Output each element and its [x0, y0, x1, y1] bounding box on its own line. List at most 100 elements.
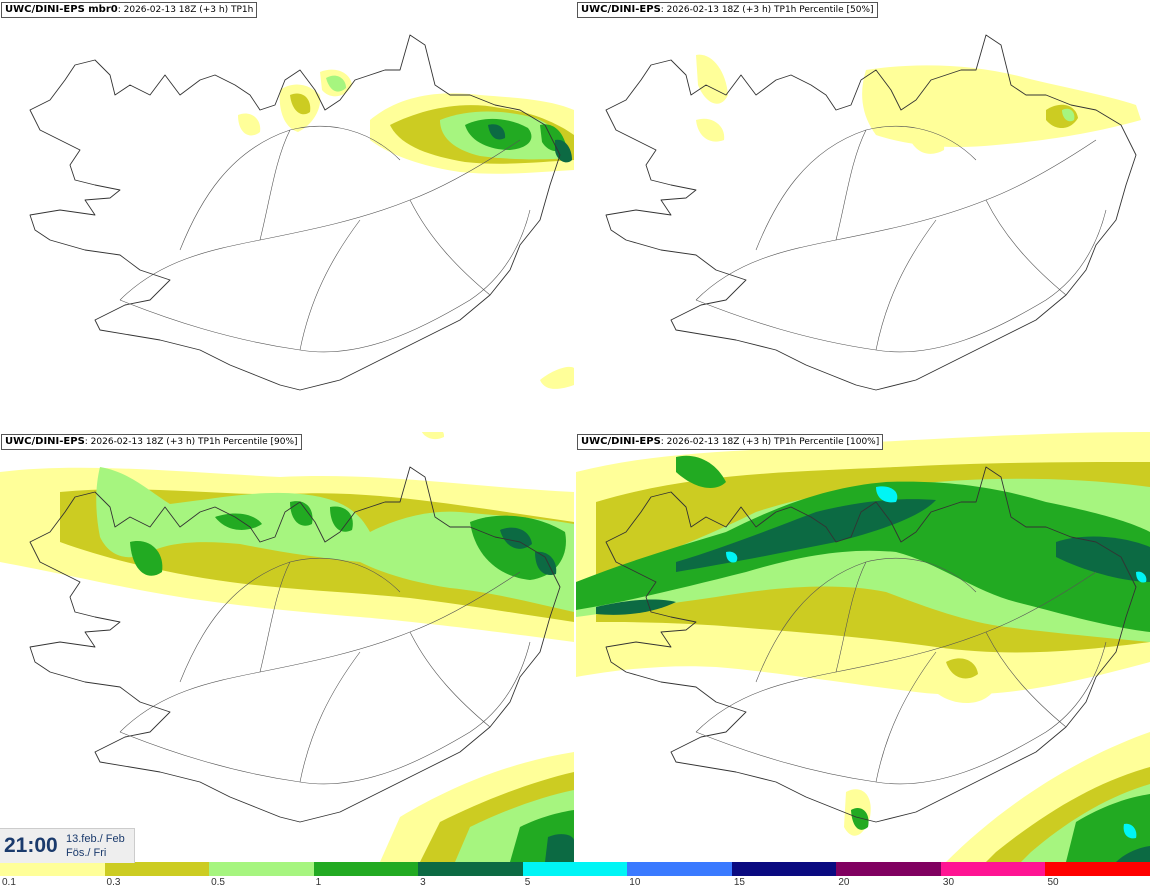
map-panel-p50: UWC/DINI-EPS: 2026-02-13 18Z (+3 h) TP1h… — [576, 0, 1150, 430]
colorbar-tick-label: 0.1 — [2, 877, 16, 888]
precip-area — [1123, 823, 1137, 839]
colorbar-tick-label: 0.5 — [211, 877, 225, 888]
colorbar-tick-label: 3 — [420, 877, 426, 888]
colorbar-tick-label: 5 — [524, 877, 531, 888]
road-line — [299, 651, 361, 783]
colorbar-segment — [627, 862, 732, 876]
precip-area — [936, 668, 996, 704]
panel-subtitle: : 2026-02-13 18Z (+3 h) TP1h Percentile … — [84, 437, 298, 447]
precip-map — [605, 34, 1141, 391]
precip-area — [1136, 571, 1147, 583]
road-line — [985, 199, 1067, 296]
colorbar-segment — [522, 862, 628, 876]
valid-date-line2: Fös./ Fri — [66, 847, 107, 859]
colorbar-tick-label: 30 — [942, 877, 955, 888]
precip-area — [862, 65, 1141, 147]
colorbar-segment — [836, 862, 941, 876]
colorbar-tick-label: 0.3 — [106, 877, 121, 888]
colorbar-tick-label: 50 — [1047, 877, 1059, 888]
precip-area — [488, 124, 506, 140]
precip-colorbar — [0, 862, 1150, 876]
panel-model: UWC/DINI-EPS — [581, 4, 661, 15]
panel-model: UWC/DINI-EPS — [581, 436, 661, 447]
precip-area — [1062, 108, 1075, 122]
road-line — [259, 129, 291, 241]
precip-area — [1066, 794, 1150, 862]
road-line — [179, 125, 401, 251]
map-panel-p90: UWC/DINI-EPS: 2026-02-13 18Z (+3 h) TP1h… — [0, 432, 574, 862]
colorbar-segment — [418, 862, 523, 876]
colorbar-segment — [1045, 862, 1150, 876]
precip-area — [596, 599, 676, 615]
panel-title: UWC/DINI-EPS: 2026-02-13 18Z (+3 h) TP1h… — [577, 2, 878, 18]
colorbar-segment — [104, 862, 210, 876]
road-line — [835, 561, 867, 673]
valid-time-box: 21:00 13.feb./ Feb Fös./ Fri — [0, 828, 135, 863]
colorbar-tick-label: 1 — [315, 877, 322, 888]
valid-date: 13.feb./ Feb Fös./ Fri — [66, 832, 125, 860]
colorbar-tick-label: 20 — [838, 877, 850, 888]
panel-model: UWC/DINI-EPS mbr0 — [5, 4, 118, 15]
precip-area — [676, 499, 936, 572]
road-line — [119, 139, 521, 301]
precip-area — [130, 541, 163, 576]
colorbar-tick-label: 10 — [629, 877, 641, 888]
road-line — [695, 139, 1097, 301]
road-line — [119, 571, 521, 733]
precip-area — [1056, 536, 1150, 582]
precip-area — [421, 432, 445, 440]
precip-area — [545, 834, 574, 862]
precip-area — [726, 551, 738, 563]
precip-map — [29, 34, 574, 391]
road-line — [119, 209, 531, 353]
coastline — [29, 34, 561, 391]
colorbar-segment — [731, 862, 837, 876]
valid-date-line1: 13.feb./ Feb — [66, 833, 125, 845]
colorbar-ticks: 0.1 0.3 0.5 1 3 5 10 15 20 30 50 — [0, 877, 1150, 891]
map-panel-p100: UWC/DINI-EPS: 2026-02-13 18Z (+3 h) TP1h… — [576, 432, 1150, 862]
panel-title: UWC/DINI-EPS: 2026-02-13 18Z (+3 h) TP1h… — [1, 434, 302, 450]
panel-subtitle: : 2026-02-13 18Z (+3 h) TP1h Percentile … — [660, 5, 874, 15]
precip-area — [500, 527, 532, 549]
precip-area — [946, 658, 978, 679]
precip-contours — [0, 432, 574, 862]
precip-area — [676, 455, 726, 488]
road-line — [409, 631, 491, 728]
precip-contours — [576, 432, 1150, 862]
precip-area — [851, 807, 869, 830]
map-panel-member0: UWC/DINI-EPS mbr0: 2026-02-13 18Z (+3 h)… — [0, 0, 574, 430]
precip-area — [696, 118, 725, 142]
coastline — [605, 466, 1137, 823]
precip-area — [290, 501, 313, 526]
road-line — [835, 129, 867, 241]
precip-area — [1116, 846, 1150, 862]
valid-time: 21:00 — [4, 834, 58, 857]
road-line — [875, 651, 937, 783]
precip-map — [0, 432, 574, 862]
precip-area — [96, 467, 574, 612]
panel-subtitle: : 2026-02-13 18Z (+3 h) TP1h Percentile … — [660, 437, 880, 447]
road-line — [875, 219, 937, 351]
precip-area — [540, 366, 574, 389]
road-line — [695, 571, 1097, 733]
precip-area — [906, 124, 945, 154]
precip-area — [330, 506, 353, 532]
precip-area — [215, 513, 262, 530]
road-line — [695, 641, 1107, 785]
precip-area — [576, 481, 1150, 632]
colorbar-segment — [0, 862, 105, 876]
coastline — [29, 466, 561, 823]
colorbar-segment — [313, 862, 419, 876]
precip-contours — [696, 54, 1141, 154]
colorbar-segment — [209, 862, 314, 876]
precip-map — [576, 432, 1150, 862]
precip-contours — [238, 69, 574, 389]
road-line — [119, 641, 531, 785]
road-line — [985, 631, 1067, 728]
precip-area — [876, 486, 898, 503]
precip-area — [290, 93, 311, 115]
road-line — [695, 209, 1107, 353]
panel-title: UWC/DINI-EPS mbr0: 2026-02-13 18Z (+3 h)… — [1, 2, 258, 18]
precip-area — [238, 113, 261, 136]
precip-area — [696, 54, 728, 104]
